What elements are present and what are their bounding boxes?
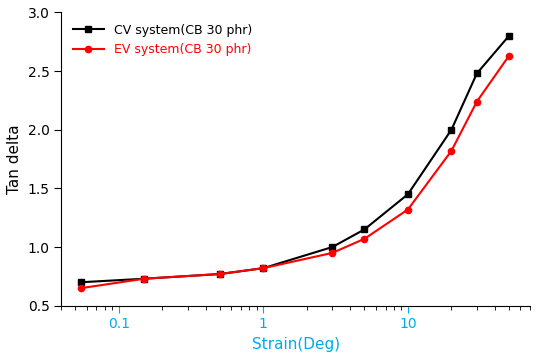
EV system(CB 30 phr) (448, 149, 455, 153)
EV system(CB 30 phr) (78, 286, 84, 290)
X-axis label: Strain(Deg): Strain(Deg) (252, 337, 340, 352)
CV system(CB 30 phr) (78, 280, 84, 284)
CV system(CB 30 phr) (506, 34, 512, 38)
CV system(CB 30 phr) (329, 245, 336, 249)
Line: CV system(CB 30 phr): CV system(CB 30 phr) (78, 33, 512, 285)
EV system(CB 30 phr) (474, 99, 480, 104)
Line: EV system(CB 30 phr): EV system(CB 30 phr) (78, 53, 512, 291)
CV system(CB 30 phr) (474, 71, 480, 76)
CV system(CB 30 phr) (361, 227, 368, 232)
CV system(CB 30 phr) (216, 272, 223, 276)
CV system(CB 30 phr) (405, 192, 411, 196)
EV system(CB 30 phr) (141, 276, 148, 281)
EV system(CB 30 phr) (405, 208, 411, 212)
Legend: CV system(CB 30 phr), EV system(CB 30 phr): CV system(CB 30 phr), EV system(CB 30 ph… (68, 19, 257, 61)
Y-axis label: Tan delta: Tan delta (7, 124, 22, 194)
EV system(CB 30 phr) (506, 54, 512, 58)
EV system(CB 30 phr) (361, 237, 368, 241)
EV system(CB 30 phr) (216, 272, 223, 276)
EV system(CB 30 phr) (329, 251, 336, 255)
CV system(CB 30 phr) (260, 266, 266, 270)
EV system(CB 30 phr) (260, 266, 266, 270)
CV system(CB 30 phr) (141, 276, 148, 281)
CV system(CB 30 phr) (448, 127, 455, 132)
